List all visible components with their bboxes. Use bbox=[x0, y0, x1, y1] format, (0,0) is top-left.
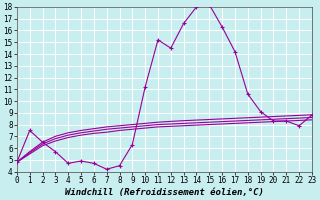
X-axis label: Windchill (Refroidissement éolien,°C): Windchill (Refroidissement éolien,°C) bbox=[65, 188, 264, 197]
